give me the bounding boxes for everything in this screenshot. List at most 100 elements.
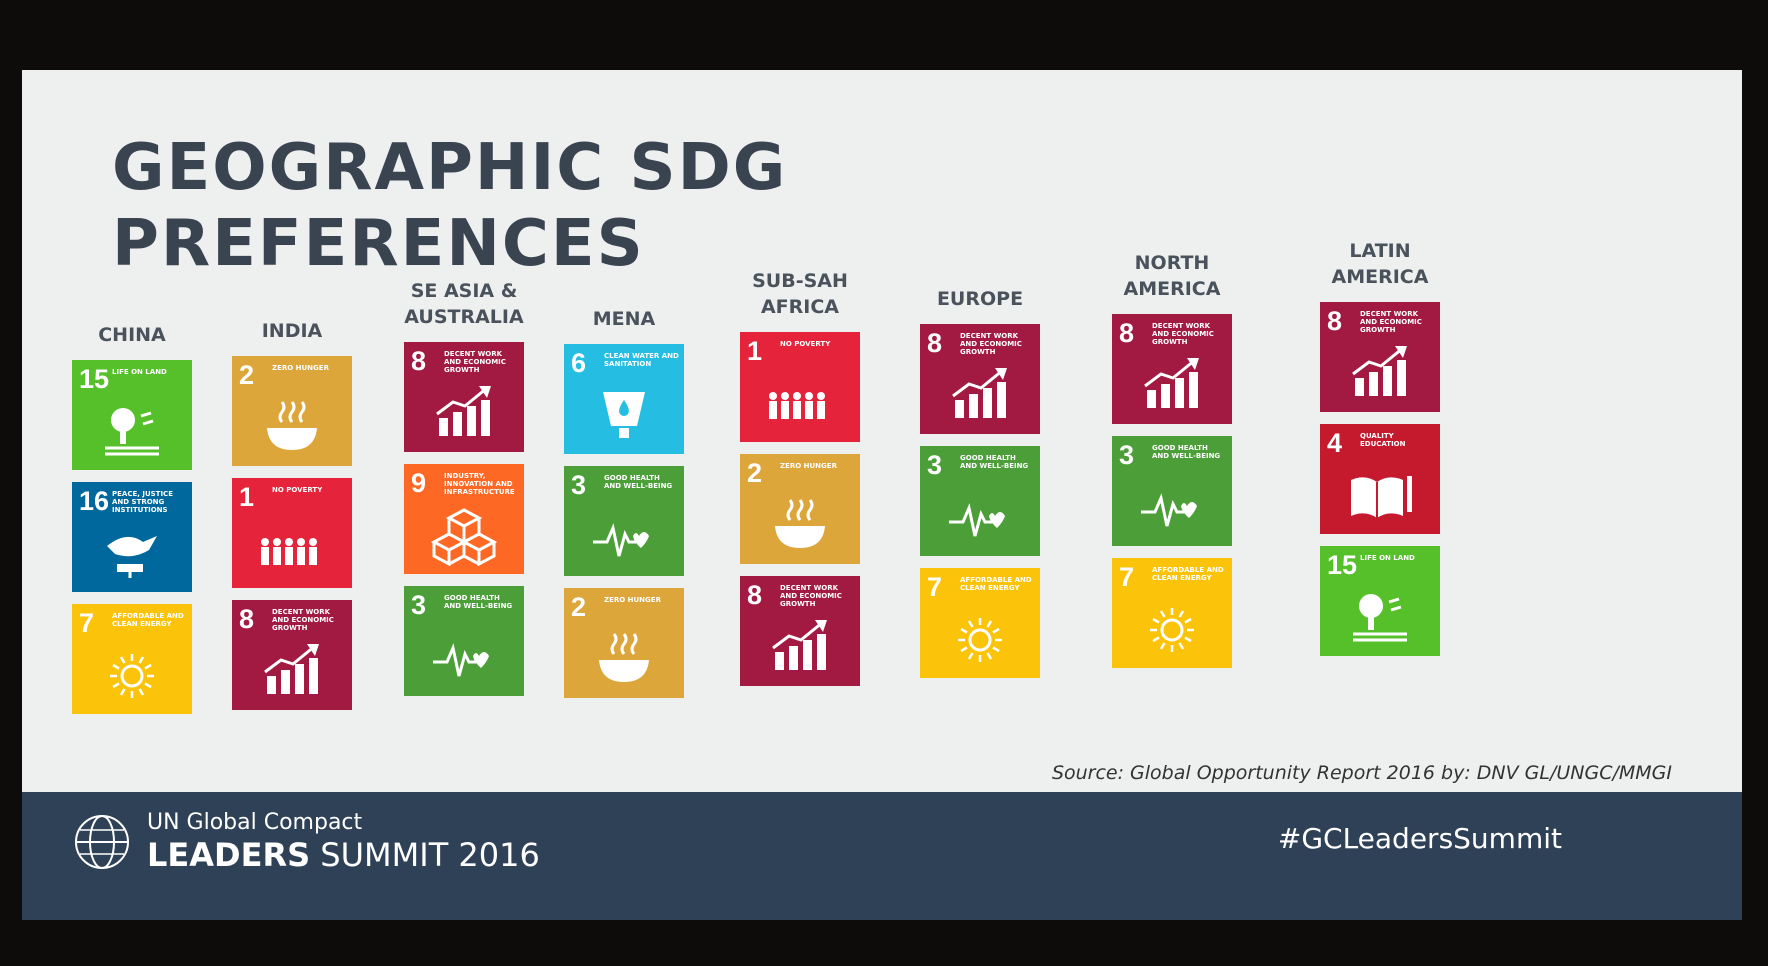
region-name-line: SE ASIA & xyxy=(374,278,554,304)
sdg-number: 8 xyxy=(411,346,426,377)
sdg-label: DECENT WORK AND ECONOMIC GROWTH xyxy=(272,608,347,632)
sdg-tile: 2 ZERO HUNGER xyxy=(232,356,352,466)
region-name: EUROPE xyxy=(890,256,1070,312)
sdg-label: AFFORDABLE AND CLEAN ENERGY xyxy=(1152,566,1227,582)
sdg-icon xyxy=(765,496,835,556)
sdg-label: NO POVERTY xyxy=(272,486,347,494)
event-name: LEADERS SUMMIT 2016 xyxy=(147,836,540,874)
sdg-icon xyxy=(1137,478,1207,538)
sdg-label: AFFORDABLE AND CLEAN ENERGY xyxy=(960,576,1035,592)
sdg-icon xyxy=(765,618,835,678)
sdg-tile: 8 DECENT WORK AND ECONOMIC GROWTH xyxy=(740,576,860,686)
sdg-number: 4 xyxy=(1327,428,1342,459)
sdg-label: LIFE ON LAND xyxy=(112,368,187,376)
sdg-icon xyxy=(1345,466,1415,526)
region-name-line: AMERICA xyxy=(1290,264,1470,290)
slide-title: GEOGRAPHIC SDG PREFERENCES xyxy=(112,130,787,282)
sdg-icon xyxy=(97,524,167,584)
sdg-label: ZERO HUNGER xyxy=(780,462,855,470)
region-name: CHINA xyxy=(42,292,222,348)
sdg-label: NO POVERTY xyxy=(780,340,855,348)
sdg-tile: 7 AFFORDABLE AND CLEAN ENERGY xyxy=(920,568,1040,678)
sdg-label: QUALITY EDUCATION xyxy=(1360,432,1435,448)
sdg-icon xyxy=(429,384,499,444)
sdg-icon xyxy=(1137,600,1207,660)
sdg-icon xyxy=(589,386,659,446)
sdg-label: LIFE ON LAND xyxy=(1360,554,1435,562)
sdg-number: 3 xyxy=(411,590,426,621)
region-name-line: AFRICA xyxy=(710,294,890,320)
sdg-number: 7 xyxy=(1119,562,1134,593)
sdg-number: 16 xyxy=(79,486,109,517)
hashtag: #GCLeadersSummit xyxy=(1278,822,1562,855)
sdg-tile: 2 ZERO HUNGER xyxy=(564,588,684,698)
sdg-icon xyxy=(589,630,659,690)
region-name: INDIA xyxy=(202,288,382,344)
sdg-label: GOOD HEALTH AND WELL-BEING xyxy=(444,594,519,610)
sdg-number: 1 xyxy=(747,336,762,367)
sdg-icon xyxy=(1345,588,1415,648)
page-body: GEOGRAPHIC SDG PREFERENCES CHINA15LIFE O… xyxy=(0,0,1768,966)
sdg-label: ZERO HUNGER xyxy=(604,596,679,604)
org-name: UN Global Compact xyxy=(147,810,362,835)
sdg-label: DECENT WORK AND ECONOMIC GROWTH xyxy=(444,350,519,374)
sdg-label: GOOD HEALTH AND WELL-BEING xyxy=(1152,444,1227,460)
sdg-label: DECENT WORK AND ECONOMIC GROWTH xyxy=(1152,322,1227,346)
event-rest: SUMMIT 2016 xyxy=(320,836,540,874)
sdg-number: 2 xyxy=(239,360,254,391)
region-name-line: NORTH xyxy=(1082,250,1262,276)
region-name-line: MENA xyxy=(534,306,714,332)
sdg-number: 15 xyxy=(79,364,109,395)
sdg-icon xyxy=(429,506,499,566)
sdg-number: 8 xyxy=(747,580,762,611)
sdg-icon xyxy=(257,398,327,458)
source-note: Source: Global Opportunity Report 2016 b… xyxy=(1052,762,1672,784)
sdg-tile: 7 AFFORDABLE AND CLEAN ENERGY xyxy=(1112,558,1232,668)
sdg-icon xyxy=(945,488,1015,548)
sdg-number: 7 xyxy=(927,572,942,603)
sdg-icon xyxy=(257,520,327,580)
sdg-label: DECENT WORK AND ECONOMIC GROWTH xyxy=(780,584,855,608)
sdg-tile: 3 GOOD HEALTH AND WELL-BEING xyxy=(404,586,524,696)
sdg-number: 3 xyxy=(927,450,942,481)
sdg-tile: 8 DECENT WORK AND ECONOMIC GROWTH xyxy=(404,342,524,452)
sdg-tile: 1 NO POVERTY xyxy=(740,332,860,442)
page: Geographic SDG Preferences {"slide": { "… xyxy=(0,0,1768,966)
sdg-label: ZERO HUNGER xyxy=(272,364,347,372)
sdg-icon xyxy=(1137,356,1207,416)
region-name-line: SUB-SAH xyxy=(710,268,890,294)
sdg-number: 2 xyxy=(571,592,586,623)
sdg-label: INDUSTRY, INNOVATION AND INFRASTRUCTURE xyxy=(444,472,519,496)
sdg-icon xyxy=(945,610,1015,670)
sdg-number: 8 xyxy=(927,328,942,359)
sdg-number: 15 xyxy=(1327,550,1357,581)
sdg-icon xyxy=(97,402,167,462)
sdg-number: 7 xyxy=(79,608,94,639)
region-name-line: CHINA xyxy=(42,322,222,348)
region-name-line: INDIA xyxy=(202,318,382,344)
region-name-line: EUROPE xyxy=(890,286,1070,312)
